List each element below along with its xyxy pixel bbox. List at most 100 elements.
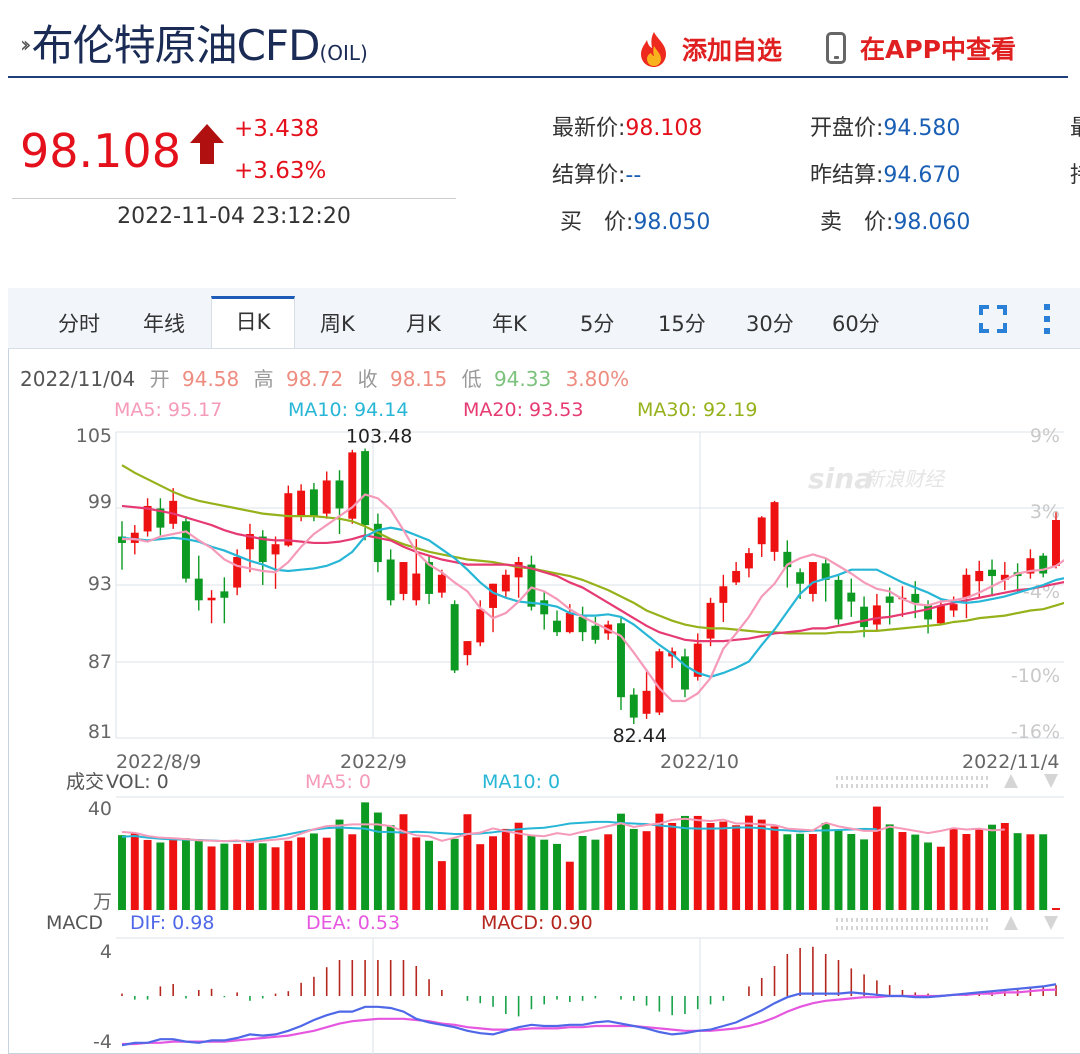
volume-bar (783, 834, 792, 910)
watermark-text: 新浪财经 (864, 467, 946, 491)
field-value: 98.108 (625, 116, 703, 141)
volume-bar (514, 822, 523, 910)
volume-bar (617, 813, 625, 910)
x-tick-label: 2022/9 (340, 751, 407, 773)
info-line: 2022/11/04 开 94.58 高 98.72 收 98.15 低 94.… (20, 367, 629, 391)
candle (706, 602, 715, 639)
candle (924, 605, 933, 620)
cut-field-label: 最 (1070, 110, 1080, 142)
candle (617, 623, 625, 698)
candle (386, 559, 395, 601)
tab-yearly-k[interactable]: 年K (492, 312, 527, 336)
tab-daily-k[interactable]: 日K (211, 296, 295, 348)
pct-tick-label: 3% (1030, 501, 1060, 523)
volume-ma10-line (121, 820, 877, 843)
tab-15min[interactable]: 15分 (658, 312, 706, 336)
candle (437, 574, 446, 593)
field-value: 94.580 (883, 116, 961, 141)
candle (655, 651, 664, 713)
volume-bar (130, 832, 139, 910)
macd-y-tick: 4 (100, 941, 112, 963)
fullscreen-icon[interactable] (978, 304, 1008, 334)
volume-bar (399, 814, 408, 910)
volume-bar (233, 843, 242, 910)
volume-bar (629, 828, 638, 910)
candle (207, 597, 216, 601)
candle (719, 586, 728, 603)
tab-intraday[interactable]: 分时 (58, 312, 100, 336)
tab-monthly-k[interactable]: 月K (406, 312, 441, 336)
watermark-brand: sina (808, 462, 873, 495)
scroll-up-icon (1004, 774, 1018, 788)
candle (194, 578, 203, 601)
dif-legend: DIF: 0.98 (130, 912, 214, 934)
volume-bar (604, 834, 613, 910)
ma5-legend: MA5: 95.17 (114, 399, 222, 421)
candle (425, 562, 434, 594)
macd-scroll-controls[interactable] (836, 916, 1058, 930)
volume-bar (527, 835, 536, 910)
volume-bar (885, 824, 894, 910)
candle (783, 551, 792, 568)
candle (693, 643, 702, 677)
volume-bar (540, 839, 549, 910)
candle (732, 570, 741, 583)
volume-bar (450, 838, 459, 910)
volume-scroll-controls[interactable] (836, 774, 1058, 788)
more-menu-icon[interactable] (1040, 302, 1054, 336)
min-price-label: 82.44 (613, 725, 667, 747)
candle (527, 564, 536, 607)
candle (1000, 574, 1009, 580)
field-label: 昨结算: (810, 163, 884, 188)
y-tick-label: 93 (88, 573, 112, 595)
volume-bar (489, 836, 498, 910)
info-low: 94.33 (494, 367, 551, 391)
volume-bar (1013, 833, 1022, 910)
volume-bar (309, 833, 318, 910)
candle (1026, 558, 1035, 574)
candle (284, 493, 293, 546)
field-value: 98.060 (893, 210, 971, 235)
tab-5min[interactable]: 5分 (580, 312, 615, 336)
tab-year-line[interactable]: 年线 (143, 312, 185, 336)
candle (540, 600, 549, 615)
view-in-app-button[interactable]: 在APP中查看 (826, 30, 1016, 66)
info-open-label: 开 (150, 367, 170, 391)
y-tick-label: 99 (88, 491, 112, 513)
volume-bar (591, 839, 600, 910)
volume-bar (207, 846, 216, 910)
ma20-legend: MA20: 93.53 (463, 399, 583, 421)
candle (962, 574, 971, 598)
macd-title: MACD (46, 912, 103, 934)
pct-tick-label: -4% (1023, 581, 1060, 603)
volume-bar (322, 837, 331, 910)
vol-ma5-legend: MA5: 0 (305, 771, 371, 793)
add-watchlist-button[interactable]: 添加自选 (636, 30, 782, 68)
ma30-line (121, 464, 1064, 635)
price-change-percent: +3.63% (234, 158, 327, 184)
scroll-down-icon (1044, 916, 1058, 930)
volume-ma-lines (121, 817, 1005, 844)
tab-60min[interactable]: 60分 (832, 312, 880, 336)
tab-weekly-k[interactable]: 周K (320, 312, 355, 336)
header-divider (8, 76, 1068, 78)
candle (322, 480, 331, 514)
volume-bar (796, 833, 805, 910)
volume-bar (361, 802, 370, 910)
tab-30min[interactable]: 30分 (746, 312, 794, 336)
volume-bar (642, 831, 651, 910)
period-tabs: 分时 年线 日K 周K 月K 年K 5分 15分 30分 60分 (8, 288, 1080, 349)
candle (514, 562, 523, 578)
cut-field-label: 持 (1070, 157, 1080, 189)
info-open: 94.58 (182, 367, 239, 391)
candle (885, 596, 894, 603)
volume-bar (258, 843, 267, 910)
info-high-label: 高 (254, 367, 274, 391)
field-value: 94.670 (883, 163, 961, 188)
volume-bar (1039, 834, 1048, 910)
volume-bar (770, 826, 779, 910)
price-divider (12, 198, 456, 199)
volume-bar (578, 835, 587, 910)
volume-bar (949, 828, 958, 910)
